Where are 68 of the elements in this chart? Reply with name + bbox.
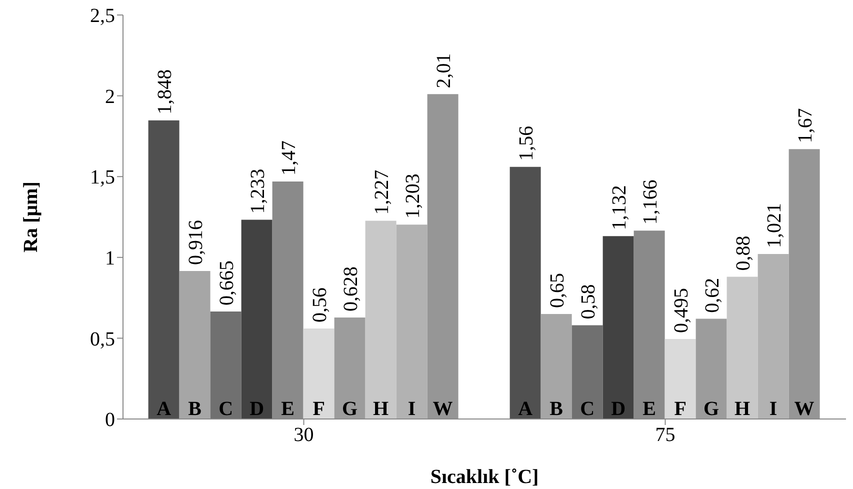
y-tick-label: 1 [105,248,115,270]
bar [664,339,696,419]
bar [365,220,396,419]
data-label: 0,65 [546,272,568,308]
bar [210,312,242,419]
data-label: 1,848 [154,69,176,114]
bar [303,328,334,419]
text: W [794,398,814,420]
text: A [518,398,533,420]
text: H [734,398,750,420]
series-label: W [432,398,453,420]
series-label: D [250,398,264,420]
text: F [674,398,686,420]
data-label: 1,227 [370,170,393,215]
bar [788,149,820,419]
text: D [611,398,626,420]
bar [241,220,272,419]
data-label: 1,56 [515,126,538,161]
data-label: 0,88 [732,236,754,271]
data-label: 2,01 [432,53,455,88]
text: E [642,398,656,420]
text: C [580,398,595,420]
bar [396,224,428,419]
series-label: C [218,398,234,420]
bar [427,94,458,419]
bar [179,270,210,419]
bar [758,254,789,419]
data-label: 1,233 [246,168,269,214]
bar [602,236,634,419]
data-label: 0,495 [670,288,692,334]
bar [148,120,180,419]
x-tick-label: 75 [655,424,676,446]
bar [572,325,603,419]
series-label: A [156,398,172,420]
data-label: 1,203 [402,174,424,219]
data-label: 0,58 [577,284,600,320]
data-label: 1,47 [278,140,300,176]
data-label: 1,021 [763,203,786,248]
text: I [769,398,778,420]
data-label: 0,628 [340,266,362,312]
x-axis-title: Sıcaklık [˚C] [430,466,539,488]
y-tick-label: 0 [105,409,115,432]
series-label: B [188,398,202,420]
text: G [704,398,720,420]
data-label: 1,132 [608,185,630,230]
bar [696,318,727,419]
data-label: 1,67 [794,108,816,144]
data-label: 0,62 [701,278,724,313]
y-axis-title: Ra [µm] [20,182,42,252]
y-tick-label: 2 [105,86,115,108]
series-label: I [408,398,416,420]
data-label: 0,916 [184,220,207,265]
series-label: F [312,398,325,420]
y-tick-label: 0,5 [90,328,115,350]
y-tick-label: 1,5 [90,166,115,189]
bar [334,318,366,419]
series-label: G [342,398,358,420]
bar [726,276,758,419]
data-label: 0,56 [308,288,331,323]
series-label: E [281,398,294,420]
bar [510,166,541,419]
data-label: 0,665 [216,260,238,306]
y-tick-label: 2,5 [90,5,115,28]
text: B [550,398,563,420]
data-label: 1,166 [639,180,662,225]
x-tick-label: 30 [294,424,314,446]
bar [540,314,572,419]
series-label: H [373,398,390,420]
